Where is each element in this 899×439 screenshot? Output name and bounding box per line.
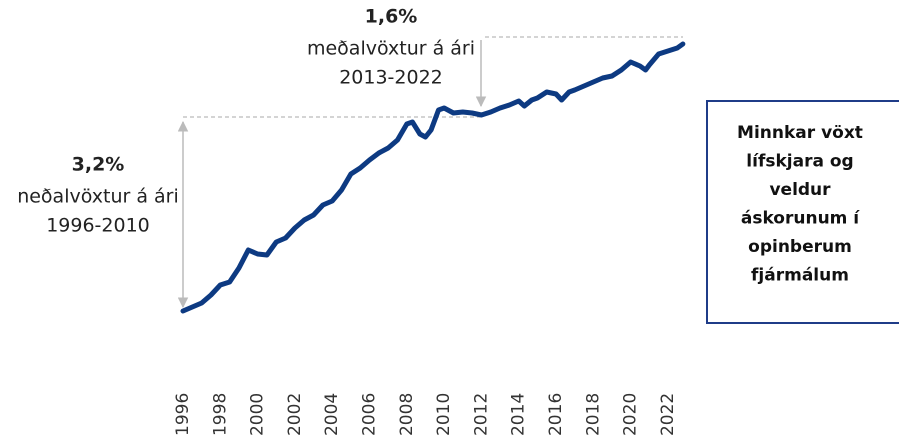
x-tick-label: 2000 xyxy=(248,393,268,436)
x-tick-label: 1996 xyxy=(173,393,193,436)
data-line xyxy=(180,41,686,314)
x-tick-label: 2016 xyxy=(546,393,566,436)
x-tick-label: 2008 xyxy=(397,393,417,436)
annotation-text: neðalvöxtur á ári xyxy=(17,186,179,208)
annotation-text: 2013-2022 xyxy=(339,67,443,89)
callout-text: lífskjara og xyxy=(746,152,853,172)
annotation-text: meðalvöxtur á ári xyxy=(307,38,475,60)
x-tick-label: 2014 xyxy=(509,393,529,436)
annotation-value: 3,2% xyxy=(72,154,125,176)
x-tick-label: 2020 xyxy=(621,393,641,436)
x-tick-label: 2004 xyxy=(322,393,342,436)
callout-text: áskorunum í xyxy=(741,209,860,229)
callout-text: Minnkar vöxt xyxy=(737,123,863,143)
x-tick-label: 2006 xyxy=(360,393,380,436)
callout-text: fjármálum xyxy=(751,266,849,286)
annotation-text: 1996-2010 xyxy=(46,215,150,237)
x-tick-label: 2018 xyxy=(583,393,603,436)
x-tick-label: 1998 xyxy=(210,393,230,436)
callout-text: veldur xyxy=(769,180,831,200)
callout-box xyxy=(706,100,899,324)
x-tick-label: 2002 xyxy=(285,393,305,436)
annotation-value: 1,6% xyxy=(365,6,418,28)
x-tick-label: 2012 xyxy=(471,393,491,436)
callout-text: opinberum xyxy=(748,237,852,257)
x-tick-label: 2022 xyxy=(658,393,678,436)
x-tick-label: 2010 xyxy=(434,393,454,436)
